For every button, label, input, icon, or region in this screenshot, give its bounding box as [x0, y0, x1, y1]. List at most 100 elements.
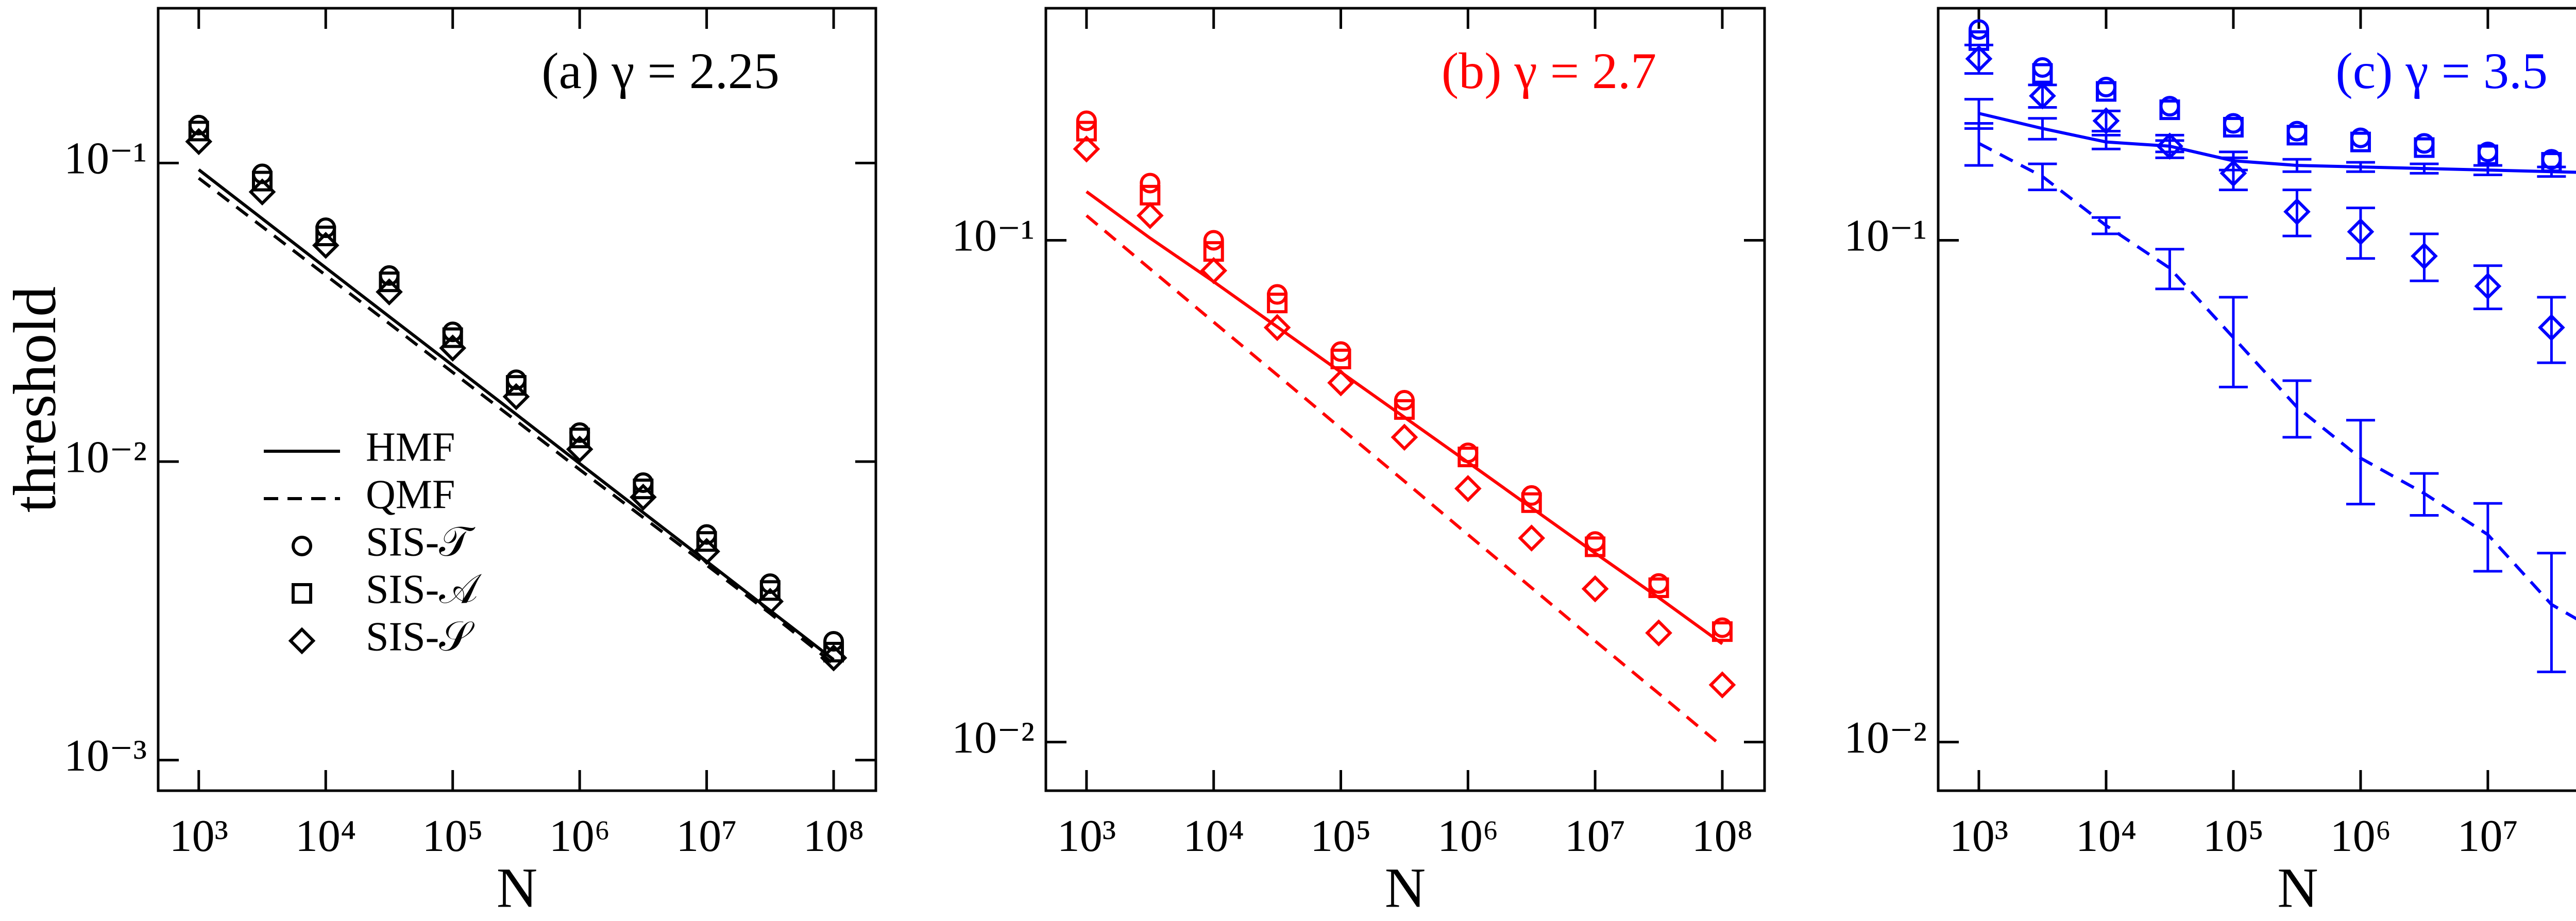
marker-circle: [1140, 173, 1161, 194]
error-bar: [2473, 502, 2502, 573]
marker-diamond: [312, 231, 340, 259]
legend-marker: [292, 583, 312, 604]
marker-diamond: [1454, 475, 1482, 502]
marker-square: [633, 479, 654, 500]
marker-diamond: [2092, 107, 2120, 134]
plot-frame: [1044, 7, 1766, 792]
marker-square: [315, 226, 336, 247]
marker-square: [1267, 293, 1288, 314]
x-tick-label: 10⁷: [2458, 811, 2519, 861]
error-bar: [2410, 232, 2439, 282]
marker-diamond: [1073, 135, 1100, 163]
marker-diamond: [566, 435, 594, 463]
x-tick-label: 10⁶: [2330, 811, 2392, 861]
y-tick-label: 10⁻²: [64, 432, 147, 482]
y-tick-label: 10⁻²: [1844, 713, 1927, 763]
error-bar: [2346, 161, 2375, 173]
x-tick-label: 10³: [170, 811, 228, 861]
x-tick-label: 10⁸: [1692, 811, 1753, 861]
error-bar: [2091, 216, 2121, 235]
marker-circle: [823, 631, 844, 652]
marker-circle: [1076, 110, 1097, 131]
error-bar: [2282, 379, 2312, 439]
y-tick-label: 10⁻¹: [1844, 211, 1927, 261]
marker-square: [2159, 99, 2180, 121]
series-line: [1978, 142, 2576, 621]
x-tick-label: 10⁴: [295, 811, 357, 861]
x-tick-label: 10⁴: [1183, 811, 1244, 861]
x-axis-label: N: [2277, 856, 2318, 919]
marker-diamond: [820, 644, 848, 672]
marker-diamond: [2156, 132, 2183, 160]
y-tick-label: 10⁻¹: [952, 211, 1035, 261]
marker-diamond: [1965, 45, 1993, 73]
x-tick-label: 10⁶: [1437, 811, 1499, 861]
series-line: [197, 177, 835, 666]
x-axis-label: N: [1385, 856, 1426, 919]
marker-diamond: [185, 128, 213, 156]
legend-label: HMF: [366, 424, 455, 470]
x-tick-label: 10⁶: [549, 811, 611, 861]
marker-diamond: [1136, 202, 1164, 229]
error-bar: [2410, 472, 2439, 517]
series-line: [1085, 214, 1723, 748]
error-bar: [2537, 296, 2566, 364]
marker-diamond: [502, 383, 530, 411]
error-bar: [2028, 117, 2057, 141]
marker-diamond: [2283, 198, 2311, 226]
error-bar: [2091, 133, 2121, 150]
marker-circle: [1585, 531, 1606, 552]
marker-square: [1585, 536, 1606, 557]
x-tick-label: 10³: [1950, 811, 2008, 861]
marker-square: [2032, 63, 2053, 84]
x-tick-label: 10⁸: [803, 811, 865, 861]
x-tick-label: 10⁵: [422, 811, 483, 861]
marker-square: [2541, 152, 2562, 173]
legend-label: SIS-𝒯: [366, 519, 476, 565]
marker-square: [2350, 131, 2371, 152]
marker-diamond: [2411, 242, 2438, 270]
marker-square: [379, 271, 400, 293]
y-tick-label: 10⁻³: [64, 731, 147, 781]
marker-diamond: [1327, 369, 1354, 397]
error-bar: [2346, 207, 2375, 260]
marker-diamond: [1391, 423, 1418, 451]
marker-square: [442, 327, 463, 348]
marker-circle: [1648, 573, 1669, 594]
marker-diamond: [376, 278, 403, 306]
marker-diamond: [2029, 82, 2056, 110]
legend-label: SIS-𝒜: [366, 567, 482, 612]
x-tick-label: 10⁷: [676, 811, 737, 861]
plot-frame: [157, 7, 877, 792]
marker-diamond: [1263, 314, 1291, 342]
legend-label: SIS-𝒮: [366, 614, 474, 659]
marker-square: [2477, 144, 2498, 165]
marker-square: [696, 531, 717, 552]
marker-circle: [2414, 133, 2435, 154]
marker-diamond: [693, 538, 720, 565]
marker-diamond: [2347, 218, 2375, 246]
marker-square: [2414, 137, 2435, 158]
panel-title: (a) γ = 2.25: [541, 42, 779, 99]
x-tick-label: 10⁴: [2076, 811, 2137, 861]
marker-square: [188, 121, 209, 142]
error-bar: [2155, 248, 2184, 291]
marker-diamond: [1200, 257, 1228, 284]
series-line: [197, 168, 835, 661]
x-tick-label: 10⁷: [1565, 811, 1626, 861]
marker-square: [2223, 116, 2244, 138]
marker-diamond: [1708, 671, 1736, 698]
error-bar: [2218, 296, 2248, 388]
marker-square: [505, 375, 527, 396]
marker-circle: [1968, 19, 1989, 40]
marker-square: [1076, 121, 1097, 142]
marker-diamond: [2538, 314, 2565, 342]
marker-circle: [1521, 485, 1542, 506]
marker-square: [1394, 399, 1415, 420]
marker-square: [2095, 81, 2116, 102]
marker-diamond: [756, 588, 784, 615]
legend-marker: [288, 627, 316, 655]
marker-circle: [633, 472, 654, 493]
